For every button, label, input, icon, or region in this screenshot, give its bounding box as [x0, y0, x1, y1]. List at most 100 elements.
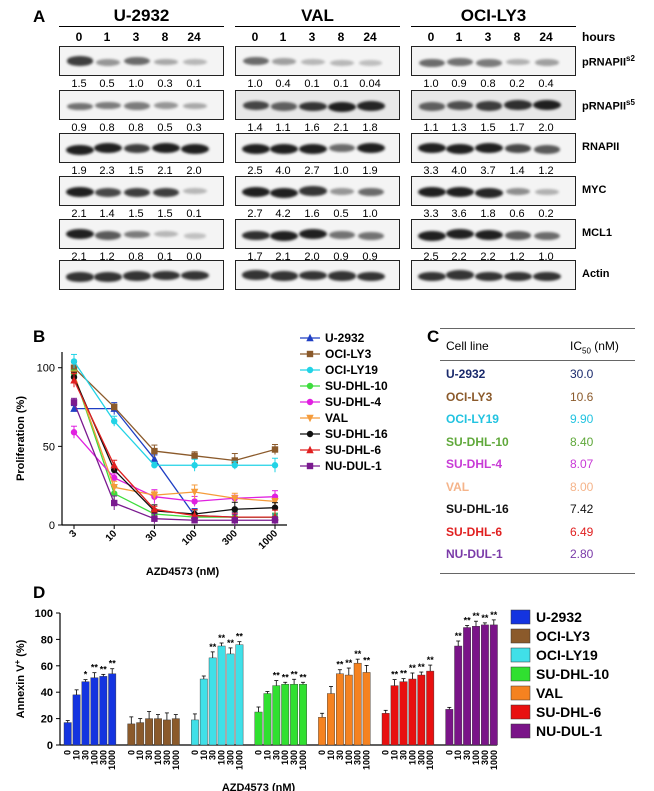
- table-row: SU-DHL-10 8.40: [440, 435, 635, 455]
- blot-label-mcl1: MCL1: [582, 227, 612, 239]
- table-cell-ic50: 2.80: [570, 547, 594, 561]
- quant-value: 0.1: [333, 78, 349, 90]
- data-point: [306, 333, 314, 342]
- data-point: [150, 454, 159, 463]
- table-row: OCI-LY3 10.6: [440, 390, 635, 410]
- quant-value: 0.9: [71, 122, 87, 134]
- data-point: [70, 429, 78, 436]
- y-axis-title: Annexin V+ (%): [13, 639, 27, 718]
- blot-strip: [59, 176, 224, 206]
- quant-value: 0.9: [451, 78, 467, 90]
- bar: [399, 681, 408, 746]
- legend-label: SU-DHL-6: [536, 704, 602, 720]
- blot-band: [328, 101, 356, 112]
- legend-item: U-2932: [510, 609, 582, 625]
- data-point: [306, 462, 314, 470]
- quant-value: 3.3: [423, 208, 439, 220]
- table-cell-name: SU-DHL-16: [446, 502, 509, 516]
- data-point: [190, 488, 199, 497]
- blot-band: [152, 270, 180, 281]
- blot-band: [446, 187, 474, 198]
- legend-item: OCI-LY19: [300, 363, 378, 377]
- x-tick-label: 10: [390, 750, 400, 760]
- legend-item: VAL: [300, 411, 348, 425]
- series-su-dhl-10: 010 ** 30 ** 100 ** 300 ** 1000: [254, 669, 309, 770]
- blot-band: [299, 186, 327, 196]
- time-point-label: 3: [308, 30, 316, 44]
- bar: [408, 678, 417, 746]
- significance-mark: **: [427, 655, 435, 665]
- blot-label-actin: Actin: [582, 268, 610, 280]
- bar: [136, 722, 145, 746]
- quant-value: 0.5: [99, 78, 115, 90]
- blot-band: [183, 232, 207, 239]
- x-tick-label: 0: [444, 750, 454, 755]
- blot-band: [299, 229, 327, 240]
- x-tick-label: 100: [344, 750, 354, 765]
- blot-band: [66, 229, 94, 239]
- blot-band: [123, 187, 151, 198]
- blot-band: [272, 58, 296, 65]
- time-point-label: 8: [513, 30, 521, 44]
- data-point: [111, 403, 118, 411]
- x-tick-label: 300: [220, 528, 240, 548]
- quant-value: 1.8: [480, 208, 496, 220]
- series-nu-dul-1: 0 ** 10 ** 30 ** 100 ** 300 ** 1000: [444, 610, 499, 770]
- blot-strip: [411, 219, 576, 249]
- blot-band: [66, 187, 94, 198]
- quantification-row: 1.5 0.5 1.0 0.3 0.1: [59, 78, 224, 92]
- table-header-cell-line: Cell line: [446, 339, 489, 353]
- data-point: [191, 452, 198, 459]
- quant-value: 1.0: [247, 78, 263, 90]
- blot-band: [418, 143, 446, 154]
- significance-mark: **: [100, 664, 108, 674]
- blot-band: [446, 101, 474, 110]
- quant-value: 1.5: [128, 208, 144, 220]
- blot-band: [183, 58, 207, 65]
- time-point-label: 1: [279, 30, 287, 44]
- blot-label-prnapiis2: pRNAPIIs2: [582, 54, 635, 69]
- x-tick-label: 1000: [489, 750, 499, 770]
- legend-item: SU-DHL-16: [300, 427, 388, 441]
- blot-strip: [411, 90, 576, 120]
- hours-label: hours: [582, 30, 616, 44]
- significance-mark: **: [455, 631, 463, 641]
- blot-band: [299, 270, 327, 281]
- blot-band: [535, 189, 559, 196]
- x-tick-label: 300: [98, 750, 108, 765]
- x-tick-label: 30: [144, 750, 154, 760]
- y-tick-label: 100: [37, 363, 55, 375]
- bar: [353, 662, 362, 746]
- quantification-row: 1.9 2.3 1.5 2.1 2.0: [59, 165, 224, 179]
- x-tick-label: 1000: [107, 750, 117, 770]
- quant-value: 0.6: [509, 208, 525, 220]
- blot-strip: [59, 46, 224, 76]
- significance-mark: **: [209, 642, 217, 652]
- y-axis-title: Proliferation (%): [15, 396, 27, 481]
- bar: [445, 709, 454, 746]
- x-tick-label: 300: [416, 750, 426, 765]
- data-point: [306, 445, 314, 454]
- blot-band: [418, 271, 446, 282]
- quant-value: 0.4: [275, 78, 291, 90]
- bar: [290, 684, 298, 746]
- blot-strip: [235, 176, 400, 206]
- blot-band: [270, 143, 298, 154]
- blot-strip: [411, 46, 576, 76]
- significance-mark: **: [464, 616, 472, 626]
- blot-band: [504, 143, 532, 153]
- x-tick-label: 10: [453, 750, 463, 760]
- blot-band: [153, 101, 179, 109]
- x-tick-label: 1000: [425, 750, 435, 770]
- quant-value: 4.0: [451, 165, 467, 177]
- significance-mark: **: [363, 655, 371, 665]
- x-tick-label: 100: [407, 750, 417, 765]
- blot-band: [533, 145, 561, 154]
- significance-mark: **: [218, 633, 226, 643]
- bar: [344, 674, 353, 746]
- quant-value: 2.1: [71, 208, 87, 220]
- legend-label: OCI-LY3: [325, 347, 372, 361]
- significance-mark: **: [354, 649, 362, 659]
- significance-mark: **: [299, 672, 307, 682]
- time-point-label: 0: [75, 30, 83, 44]
